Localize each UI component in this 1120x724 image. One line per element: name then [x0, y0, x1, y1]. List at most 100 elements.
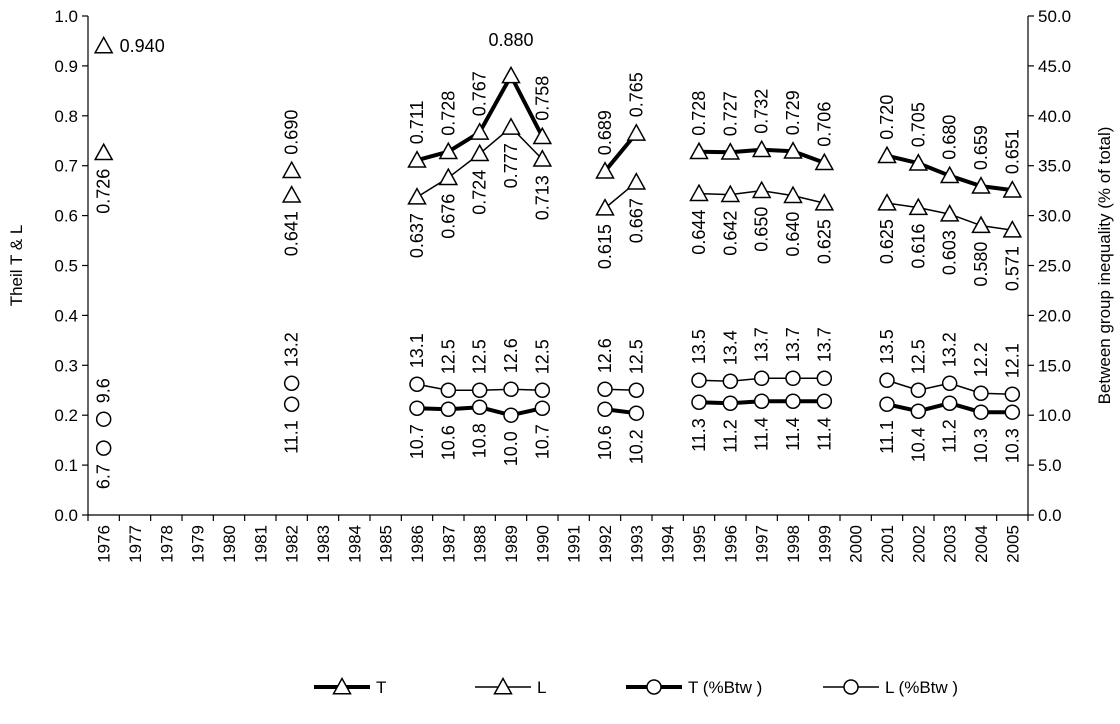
series-l [93, 117, 1023, 238]
point-t [407, 150, 427, 168]
data-label: 0.651 [1002, 129, 1022, 174]
x-tick-label: 1988 [471, 525, 490, 563]
legend-label: T [376, 678, 386, 697]
data-label: 11.1 [282, 420, 302, 454]
x-tick-label: 1997 [753, 525, 772, 563]
point-t [1002, 180, 1023, 198]
data-label: 13.5 [877, 329, 897, 364]
y2-tick-label: 5.0 [1038, 456, 1062, 475]
point-t [438, 141, 459, 160]
legend-marker [646, 679, 662, 695]
point-l [751, 180, 772, 199]
point-t-btw [941, 395, 958, 411]
legend-marker [332, 676, 352, 695]
x-tick-label: 1998 [784, 525, 803, 563]
point-t-btw [910, 403, 927, 419]
x-tick-label: 1995 [690, 525, 709, 563]
data-label: 0.724 [470, 170, 490, 215]
legend: T L T (%Btw ) L (%Btw ) [314, 676, 958, 697]
data-label: 11.2 [720, 419, 740, 453]
data-label: 10.4 [908, 427, 928, 462]
data-label: 0.726 [94, 169, 114, 214]
data-label: 0.642 [720, 211, 740, 256]
data-label: 12.5 [908, 339, 928, 374]
point-l-btw [691, 372, 707, 389]
point-t [908, 153, 929, 171]
y2-tick-label: 20.0 [1038, 306, 1071, 325]
point-t-btw [409, 400, 425, 416]
data-label: 0.571 [1002, 246, 1022, 291]
x-tick-label: 1984 [345, 525, 364, 563]
point-t [281, 160, 302, 179]
point-l-btw [785, 370, 801, 387]
point-t [595, 161, 615, 179]
point-t-btw [816, 393, 833, 409]
point-t-btw [471, 399, 488, 415]
data-label: 0.880 [488, 30, 533, 50]
data-label: 13.2 [940, 332, 960, 367]
point-l-btw [816, 370, 833, 387]
y2-tick-label: 30.0 [1038, 207, 1071, 226]
point-t [689, 141, 709, 160]
data-label: 0.729 [783, 90, 803, 135]
x-tick-label: 1991 [565, 525, 584, 563]
x-tick-label: 1990 [533, 525, 552, 563]
data-label: 0.625 [814, 219, 834, 264]
x-tick-label: 1993 [627, 525, 646, 563]
x-tick-label: 1981 [251, 525, 270, 563]
data-label: 0.659 [971, 125, 991, 170]
point-t [626, 123, 647, 141]
data-label: 0.603 [940, 230, 960, 275]
x-tick-label: 2001 [878, 525, 897, 563]
point-l-btw [628, 382, 645, 398]
x-tick-label: 2002 [909, 525, 928, 563]
point-t-btw [879, 396, 895, 412]
y-tick-label: 0.4 [54, 306, 78, 325]
data-label: 0.625 [877, 219, 897, 264]
y-tick-label: 0.1 [54, 456, 78, 475]
data-label: 11.1 [877, 420, 897, 454]
point-l [281, 185, 302, 203]
y-tick-label: 1.0 [54, 7, 78, 26]
point-t [971, 176, 991, 194]
point-l [908, 197, 929, 216]
data-label: 0.640 [783, 212, 803, 257]
y2-tick-label: 25.0 [1038, 257, 1071, 276]
point-l [1002, 220, 1023, 238]
legend-label: T (%Btw ) [688, 678, 762, 697]
data-label: 0.727 [720, 91, 740, 136]
x-tick-label: 1980 [220, 525, 239, 563]
point-t-btw [785, 393, 801, 409]
series-layer [93, 35, 1023, 456]
point-l [595, 198, 615, 216]
legend-item: T [314, 676, 386, 697]
data-label: 13.1 [407, 333, 427, 368]
point-t [939, 165, 960, 184]
data-label: 10.2 [626, 429, 646, 464]
series-t-btw [95, 393, 1021, 456]
point-l-btw [973, 385, 989, 401]
data-label: 12.1 [1002, 343, 1022, 378]
point-l [438, 167, 459, 186]
data-label: 12.6 [595, 338, 615, 373]
data-label: 12.5 [438, 339, 458, 374]
data-label: 9.6 [94, 378, 114, 403]
point-t-btw [753, 393, 770, 409]
data-label: 0.711 [407, 100, 427, 144]
y2-tick-label: 45.0 [1038, 57, 1071, 76]
data-label: 0.644 [689, 210, 709, 255]
point-l [783, 185, 803, 204]
legend-marker [843, 679, 859, 695]
x-tick-label: 1985 [377, 525, 396, 563]
data-label: 13.7 [814, 327, 834, 362]
point-l-btw [722, 373, 739, 390]
x-tick-label: 2005 [1003, 525, 1022, 563]
x-tick-label: 1982 [283, 525, 302, 563]
x-tick-label: 1977 [126, 525, 145, 563]
data-label: 10.7 [532, 424, 552, 459]
point-t-btw [1004, 404, 1021, 420]
y-tick-label: 0.2 [54, 406, 78, 425]
legend-label: L (%Btw ) [885, 678, 958, 697]
point-l-btw [95, 411, 112, 427]
point-t-btw [691, 394, 707, 410]
